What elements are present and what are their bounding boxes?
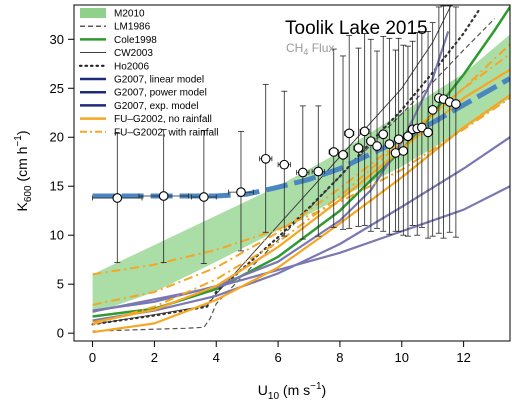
legend-label: G2007, power model (114, 88, 207, 99)
data-point (328, 147, 339, 157)
legend-swatch (80, 8, 106, 18)
data-point (427, 104, 438, 115)
chart-title: Toolik Lake 2015 (285, 18, 428, 39)
x-tick-label: 4 (213, 350, 220, 365)
data-point (260, 153, 271, 164)
y-tick-label: 0 (57, 326, 64, 341)
legend-label: FU–G2002, with rainfall (114, 127, 219, 138)
data-point (366, 136, 376, 147)
data-point (403, 131, 413, 142)
data-point (199, 192, 209, 202)
data-point (359, 126, 370, 137)
series-line-fu-g2002-no-rainfall-lower (92, 94, 510, 334)
y-tick-label: 15 (50, 179, 64, 194)
x-tick-label: 8 (336, 350, 343, 365)
data-point (372, 141, 382, 151)
series-line-cw2003 (92, 5, 452, 325)
legend-label: G2007, linear model (114, 75, 204, 86)
data-point (297, 167, 308, 178)
series-line-g2007-power-model (92, 136, 510, 322)
plot-frame (73, 4, 511, 342)
data-point (344, 128, 355, 139)
data-point (378, 129, 389, 140)
x-axis-title: U10 (m s−1) (258, 381, 326, 402)
data-point (158, 191, 169, 201)
legend-label: LM1986 (114, 22, 151, 33)
data-point (338, 150, 348, 160)
series-line-fu-g2002-with-rainfall-3 (92, 43, 510, 326)
data-point (451, 99, 461, 109)
legend: M2010 LM1986 Cole1998 CW2003 Ho2006 G2007, li… (78, 8, 219, 138)
y-tick-label: 20 (50, 130, 64, 145)
data-point (353, 143, 364, 153)
y-tick-label: 30 (50, 32, 64, 47)
data-point (236, 187, 246, 197)
x-tick-label: 10 (395, 350, 409, 365)
legend-label: Ho2006 (114, 61, 149, 72)
data-point (393, 134, 404, 145)
data-point (423, 127, 433, 138)
data-point (398, 146, 409, 156)
x-tick-label: 12 (456, 350, 470, 365)
series-line-g2007-exp-model (92, 31, 450, 312)
legend-label: G2007, exp. model (114, 101, 199, 112)
y-tick-label: 25 (50, 81, 64, 96)
data-point (112, 193, 123, 203)
data-point (279, 159, 290, 170)
chart-subtitle: CH4 Flux (286, 41, 334, 57)
x-tick-label: 2 (151, 350, 158, 365)
data-point (417, 122, 427, 133)
legend-label: M2010 (114, 9, 145, 20)
legend-label: Cole1998 (114, 35, 157, 46)
legend-label: CW2003 (114, 48, 153, 59)
series-line-g2007-linear-model (92, 185, 510, 313)
data-point (313, 166, 324, 177)
y-tick-label: 10 (50, 228, 64, 243)
legend-label: FU–G2002, no rainfall (114, 114, 212, 125)
y-axis-title: K600 (cm h−1) (13, 131, 34, 212)
y-tick-label: 5 (57, 277, 64, 292)
data-point (384, 139, 395, 149)
x-tick-label: 0 (89, 350, 96, 365)
x-tick-label: 6 (274, 350, 281, 365)
